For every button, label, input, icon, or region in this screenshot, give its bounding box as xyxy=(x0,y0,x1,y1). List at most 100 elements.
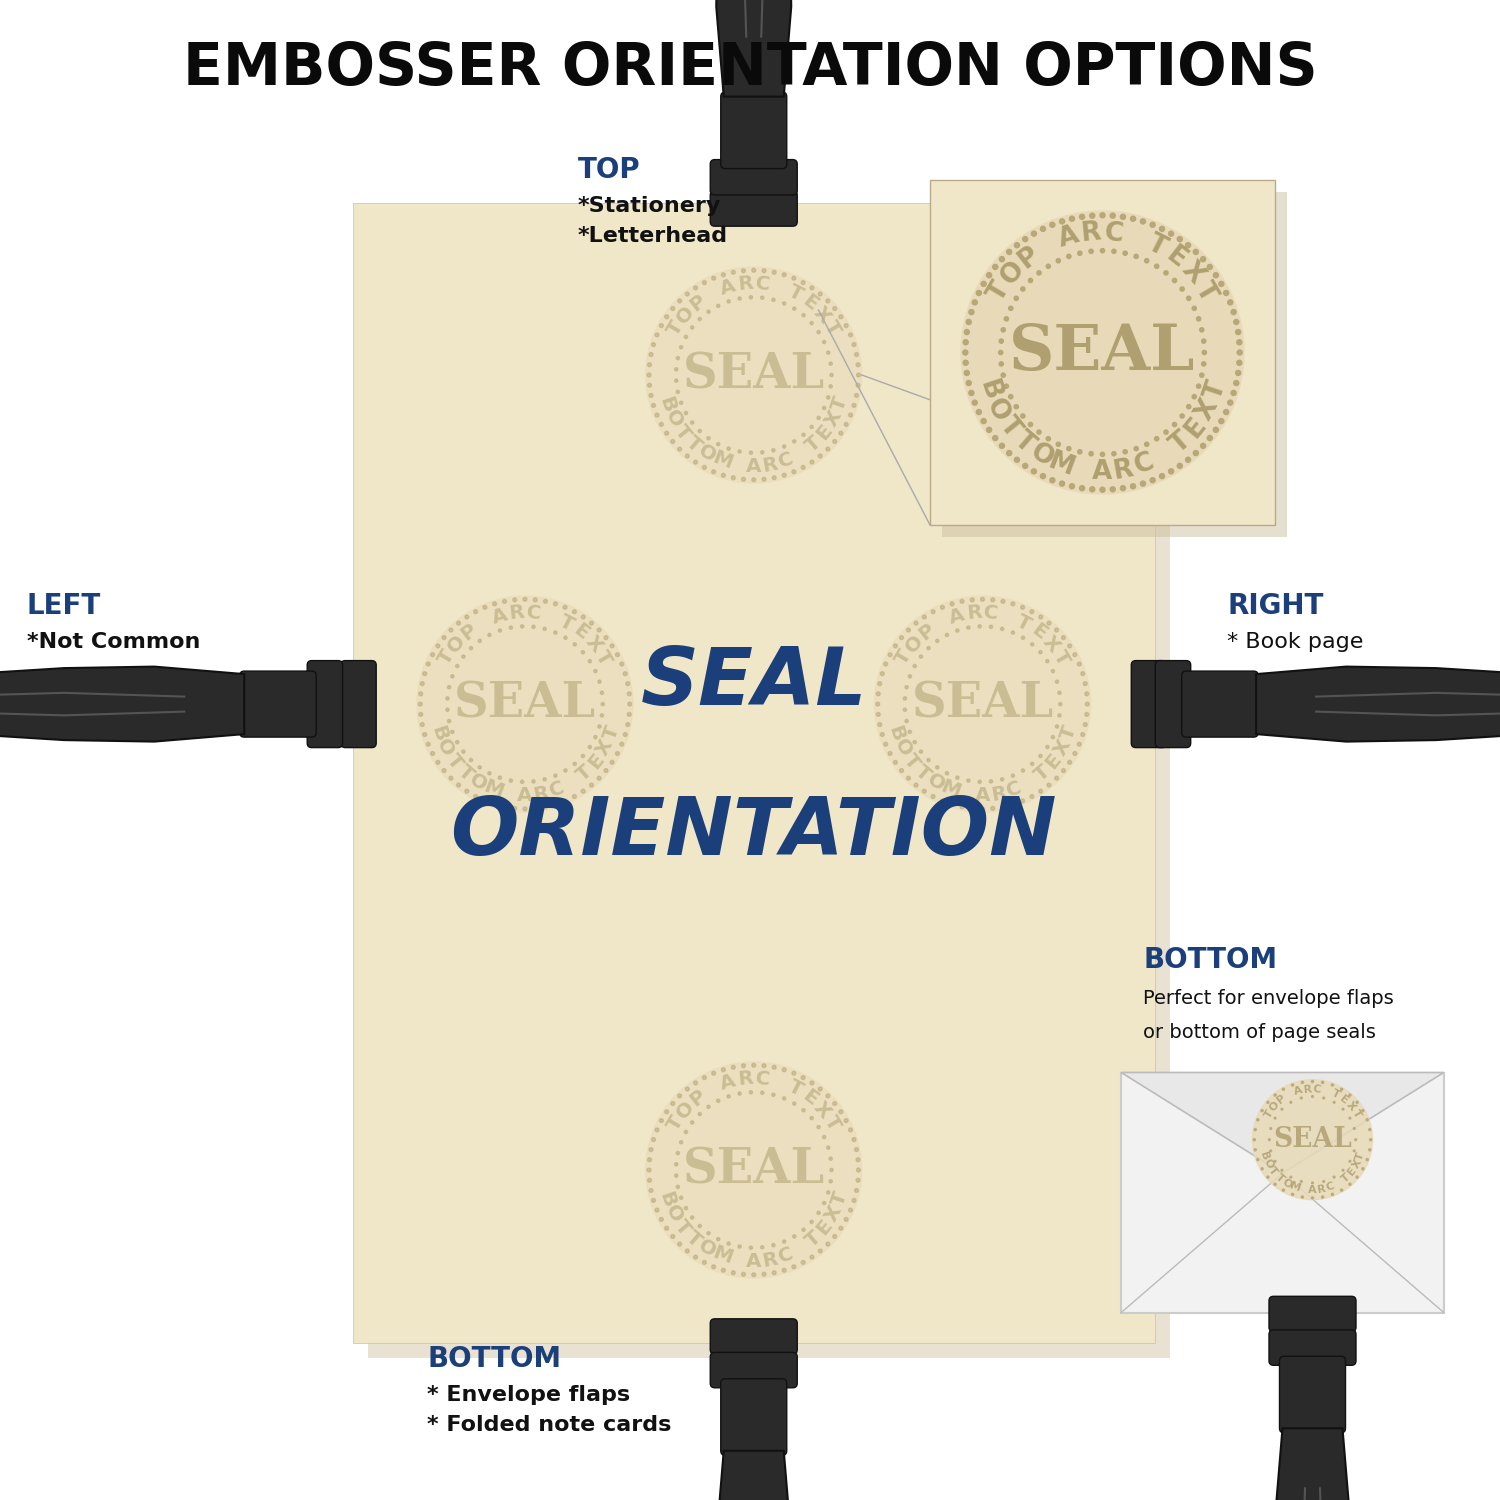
Circle shape xyxy=(1052,735,1054,738)
Circle shape xyxy=(1059,219,1065,224)
Text: M: M xyxy=(1288,1180,1302,1194)
FancyBboxPatch shape xyxy=(240,670,316,736)
Circle shape xyxy=(717,1238,720,1240)
Circle shape xyxy=(1000,806,1005,808)
Circle shape xyxy=(520,626,524,628)
Circle shape xyxy=(594,669,597,672)
Text: C: C xyxy=(754,1070,771,1089)
Circle shape xyxy=(762,477,766,482)
Circle shape xyxy=(904,720,908,723)
Circle shape xyxy=(503,600,507,603)
Text: T: T xyxy=(600,723,622,742)
Text: T: T xyxy=(1354,1150,1366,1161)
Circle shape xyxy=(604,768,608,772)
Circle shape xyxy=(752,1274,756,1276)
Circle shape xyxy=(1290,1101,1292,1102)
Circle shape xyxy=(792,1234,796,1238)
Text: T: T xyxy=(1340,1172,1352,1185)
Circle shape xyxy=(651,404,656,408)
Circle shape xyxy=(1000,627,1004,630)
Text: O: O xyxy=(924,770,948,795)
Circle shape xyxy=(1348,1161,1352,1162)
Circle shape xyxy=(802,433,806,436)
Circle shape xyxy=(884,662,888,666)
Circle shape xyxy=(762,1272,766,1276)
Circle shape xyxy=(1370,1138,1372,1142)
Text: SEAL: SEAL xyxy=(1010,322,1196,382)
Circle shape xyxy=(1281,1108,1282,1110)
Text: R: R xyxy=(532,783,550,804)
Circle shape xyxy=(1077,662,1082,666)
FancyBboxPatch shape xyxy=(1269,1296,1356,1332)
Circle shape xyxy=(680,345,682,350)
Circle shape xyxy=(651,1137,656,1142)
Circle shape xyxy=(1014,405,1019,410)
Circle shape xyxy=(1348,1184,1352,1185)
Circle shape xyxy=(1144,258,1149,262)
Circle shape xyxy=(543,627,546,630)
Circle shape xyxy=(856,1168,861,1172)
Circle shape xyxy=(927,759,930,762)
Circle shape xyxy=(620,742,624,746)
Circle shape xyxy=(856,1158,859,1161)
Circle shape xyxy=(819,292,822,296)
Circle shape xyxy=(1200,256,1206,261)
Circle shape xyxy=(1062,768,1065,772)
Text: O: O xyxy=(890,736,915,760)
Circle shape xyxy=(1047,621,1052,626)
Circle shape xyxy=(772,448,776,452)
Text: E: E xyxy=(813,1216,837,1239)
Circle shape xyxy=(903,698,906,700)
Text: R: R xyxy=(509,603,525,624)
Circle shape xyxy=(1050,477,1054,483)
Circle shape xyxy=(792,1102,796,1106)
Text: O: O xyxy=(996,256,1030,291)
Circle shape xyxy=(1140,219,1146,224)
Circle shape xyxy=(876,692,880,696)
Circle shape xyxy=(1322,1082,1323,1083)
Text: A: A xyxy=(1308,1185,1317,1196)
Circle shape xyxy=(462,656,465,658)
Circle shape xyxy=(802,314,806,316)
Circle shape xyxy=(1300,1096,1302,1100)
Circle shape xyxy=(903,708,906,711)
Circle shape xyxy=(1160,474,1164,478)
Circle shape xyxy=(762,1064,766,1068)
Text: C: C xyxy=(1102,219,1125,248)
Text: A: A xyxy=(1056,222,1083,254)
Circle shape xyxy=(1023,237,1028,242)
Circle shape xyxy=(1040,651,1042,654)
Circle shape xyxy=(582,789,585,794)
Circle shape xyxy=(590,783,594,788)
Circle shape xyxy=(664,1227,669,1230)
Circle shape xyxy=(1232,309,1236,315)
Circle shape xyxy=(970,807,974,810)
Circle shape xyxy=(968,626,970,630)
Text: R: R xyxy=(760,1250,778,1270)
Text: T: T xyxy=(821,318,844,339)
Circle shape xyxy=(554,774,556,777)
Circle shape xyxy=(698,318,702,321)
Circle shape xyxy=(615,652,620,657)
Circle shape xyxy=(1000,327,1005,332)
Circle shape xyxy=(1056,258,1060,262)
Circle shape xyxy=(702,1260,706,1264)
Circle shape xyxy=(1257,1119,1258,1120)
Circle shape xyxy=(648,384,651,387)
Text: R: R xyxy=(1304,1084,1312,1095)
Circle shape xyxy=(1058,714,1060,717)
Circle shape xyxy=(1214,273,1218,278)
Circle shape xyxy=(782,273,786,276)
Text: X: X xyxy=(580,632,606,656)
Polygon shape xyxy=(1275,1428,1350,1500)
Circle shape xyxy=(1112,452,1116,456)
Text: P: P xyxy=(686,1086,709,1110)
Circle shape xyxy=(990,780,993,783)
Circle shape xyxy=(686,292,688,296)
Circle shape xyxy=(456,664,459,668)
Circle shape xyxy=(932,610,934,614)
Circle shape xyxy=(752,478,756,482)
Circle shape xyxy=(818,1212,821,1215)
Text: M: M xyxy=(480,777,506,802)
Circle shape xyxy=(960,600,964,603)
